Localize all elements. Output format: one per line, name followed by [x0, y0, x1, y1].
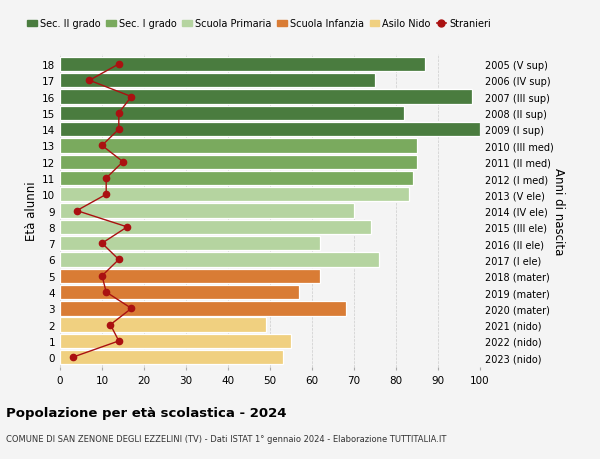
- Legend: Sec. II grado, Sec. I grado, Scuola Primaria, Scuola Infanzia, Asilo Nido, Stran: Sec. II grado, Sec. I grado, Scuola Prim…: [27, 19, 491, 29]
- Bar: [60, 302, 346, 316]
- Bar: [60, 334, 291, 348]
- Bar: [60, 155, 417, 169]
- Bar: [60, 318, 266, 332]
- Bar: [60, 350, 283, 364]
- Bar: [60, 285, 299, 300]
- Bar: [60, 236, 320, 251]
- Bar: [60, 220, 371, 235]
- Text: Popolazione per età scolastica - 2024: Popolazione per età scolastica - 2024: [6, 406, 287, 419]
- Y-axis label: Anni di nascita: Anni di nascita: [552, 168, 565, 255]
- Text: COMUNE DI SAN ZENONE DEGLI EZZELINI (TV) - Dati ISTAT 1° gennaio 2024 - Elaboraz: COMUNE DI SAN ZENONE DEGLI EZZELINI (TV)…: [6, 434, 446, 443]
- Y-axis label: Età alunni: Età alunni: [25, 181, 38, 241]
- Bar: [60, 74, 375, 88]
- Bar: [60, 188, 409, 202]
- Bar: [60, 139, 417, 153]
- Bar: [60, 253, 379, 267]
- Bar: [60, 204, 354, 218]
- Bar: [60, 90, 472, 105]
- Bar: [60, 106, 404, 121]
- Bar: [60, 123, 480, 137]
- Bar: [60, 269, 320, 283]
- Bar: [60, 172, 413, 186]
- Bar: [60, 58, 425, 72]
